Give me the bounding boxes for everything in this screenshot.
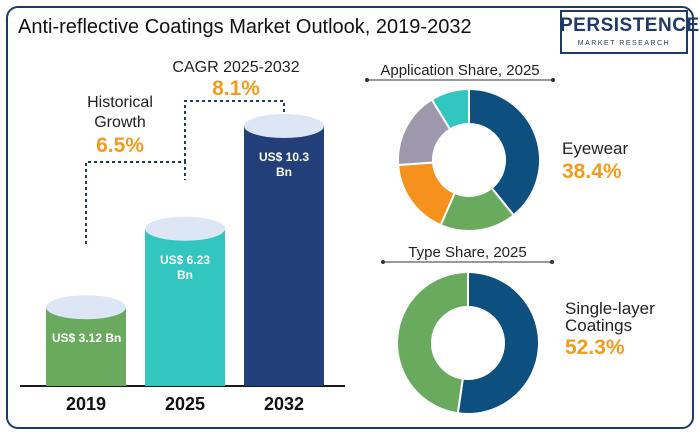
logo-wordmark: PERSISTENCE xyxy=(560,15,700,36)
type-share-slice-1 xyxy=(456,270,540,415)
type-title-dot-right xyxy=(550,260,554,264)
single-layer-label-line2: Coatings xyxy=(565,316,633,335)
cagr-label: CAGR 2025-2032 xyxy=(172,59,300,76)
type-share-title: Type Share, 2025 xyxy=(395,244,540,261)
x-tick-2019: 2019 xyxy=(65,394,107,414)
application-title-dot-left xyxy=(365,78,369,82)
type-title-dot-left xyxy=(381,260,385,264)
historical-growth-label-line1: Historical xyxy=(87,94,153,111)
bar-value-label-2019: US$ 3.12 Bn xyxy=(52,331,122,346)
x-tick-2025: 2025 xyxy=(164,394,206,414)
x-tick-2032: 2032 xyxy=(263,394,305,414)
eyewear-label: Eyewear xyxy=(562,139,629,158)
bar-value-label-2025: US$ 6.23 Bn xyxy=(159,252,211,282)
application-title-dot-right xyxy=(551,78,555,82)
historical-growth-value: 6.5% xyxy=(96,134,144,157)
historical-growth-label-line2: Growth xyxy=(94,114,146,131)
type-share-slice-2 xyxy=(396,270,469,415)
logo-tagline: MARKET RESEARCH xyxy=(577,40,671,47)
cagr-connector xyxy=(184,100,285,162)
bar-2032-cap xyxy=(244,114,324,138)
application-share-title: Application Share, 2025 xyxy=(370,62,550,79)
application-share-slice-1 xyxy=(468,87,541,217)
eyewear-share-value: 38.4% xyxy=(562,160,622,183)
logo-border xyxy=(560,10,688,54)
bar-value-label-2032: US$ 10.3 Bn xyxy=(258,150,310,179)
bar-2032 xyxy=(244,126,324,386)
brand-logo: PERSISTENCE MARKET RESEARCH xyxy=(560,10,700,54)
bar-2019-cap xyxy=(46,295,126,320)
type-share-donut xyxy=(396,270,540,415)
cagr-value: 8.1% xyxy=(212,77,260,100)
bar-2019 xyxy=(46,307,126,386)
bar-2025 xyxy=(145,228,225,386)
application-share-donut xyxy=(397,87,541,232)
single-layer-label-line1: Single-layer xyxy=(565,299,655,318)
bar-2025-cap xyxy=(145,216,225,241)
application-share-slice-5 xyxy=(430,87,470,131)
bar-series xyxy=(46,114,324,386)
single-layer-share-value: 52.3% xyxy=(565,336,625,359)
page-title: Anti-reflective Coatings Market Outlook,… xyxy=(18,16,472,38)
